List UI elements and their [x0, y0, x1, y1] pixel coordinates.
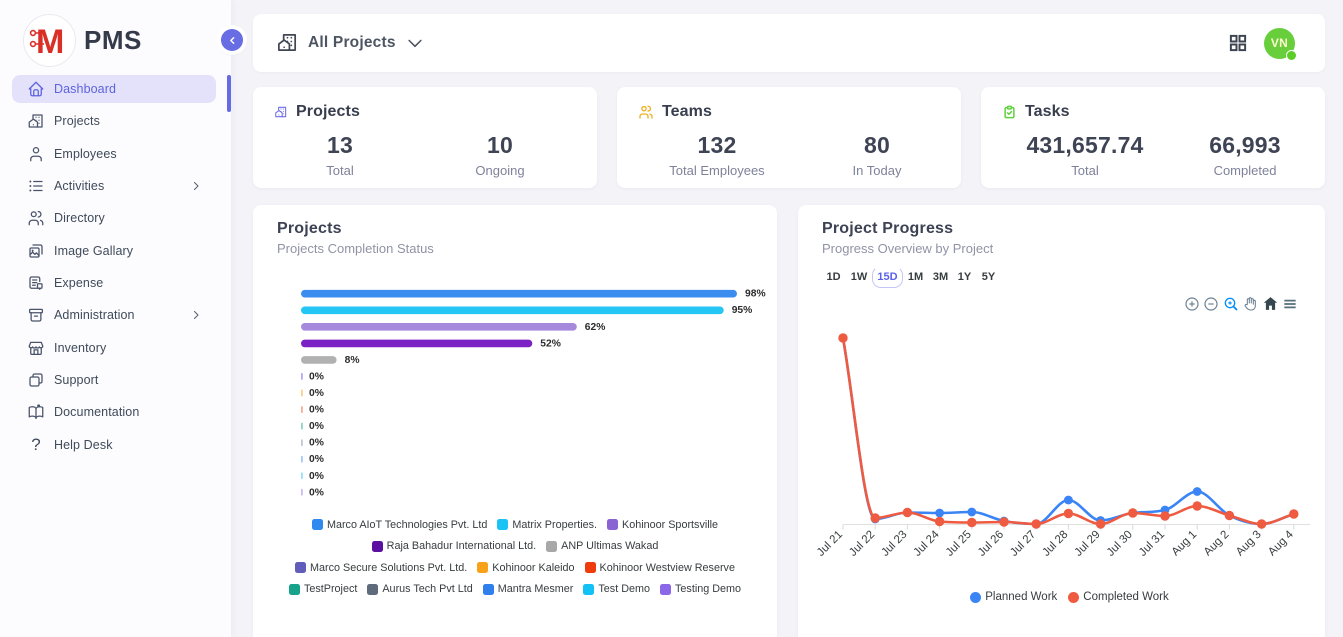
- svg-text:0%: 0%: [309, 421, 324, 432]
- svg-text:Aug 2: Aug 2: [1202, 529, 1232, 559]
- svg-text:0%: 0%: [309, 405, 324, 416]
- svg-text:Aug 4: Aug 4: [1266, 528, 1296, 558]
- svg-text:Jul 23: Jul 23: [879, 529, 909, 559]
- svg-text:Aug 3: Aug 3: [1234, 529, 1264, 559]
- svg-text:8%: 8%: [345, 355, 360, 366]
- svg-text:Jul 28: Jul 28: [1040, 529, 1070, 559]
- svg-text:0%: 0%: [309, 438, 324, 449]
- svg-text:62%: 62%: [585, 322, 606, 333]
- svg-text:0%: 0%: [309, 388, 324, 399]
- svg-text:0%: 0%: [309, 487, 324, 498]
- svg-text:52%: 52%: [540, 338, 561, 349]
- svg-text:Jul 29: Jul 29: [1073, 529, 1103, 559]
- svg-text:Jul 25: Jul 25: [944, 529, 974, 559]
- svg-text:Jul 22: Jul 22: [847, 529, 877, 559]
- svg-text:98%: 98%: [745, 289, 766, 300]
- svg-text:95%: 95%: [732, 305, 753, 316]
- svg-text:Jul 30: Jul 30: [1105, 529, 1135, 559]
- svg-text:Jul 31: Jul 31: [1137, 529, 1167, 559]
- svg-text:Jul 21: Jul 21: [815, 529, 845, 559]
- svg-text:Jul 27: Jul 27: [1008, 529, 1038, 559]
- svg-text:M: M: [36, 23, 64, 60]
- svg-text:0%: 0%: [309, 371, 324, 382]
- svg-text:Jul 26: Jul 26: [976, 529, 1006, 559]
- svg-text:0%: 0%: [309, 471, 324, 482]
- svg-text:0%: 0%: [309, 454, 324, 465]
- svg-text:Aug 1: Aug 1: [1170, 529, 1200, 559]
- svg-text:Jul 24: Jul 24: [912, 528, 943, 559]
